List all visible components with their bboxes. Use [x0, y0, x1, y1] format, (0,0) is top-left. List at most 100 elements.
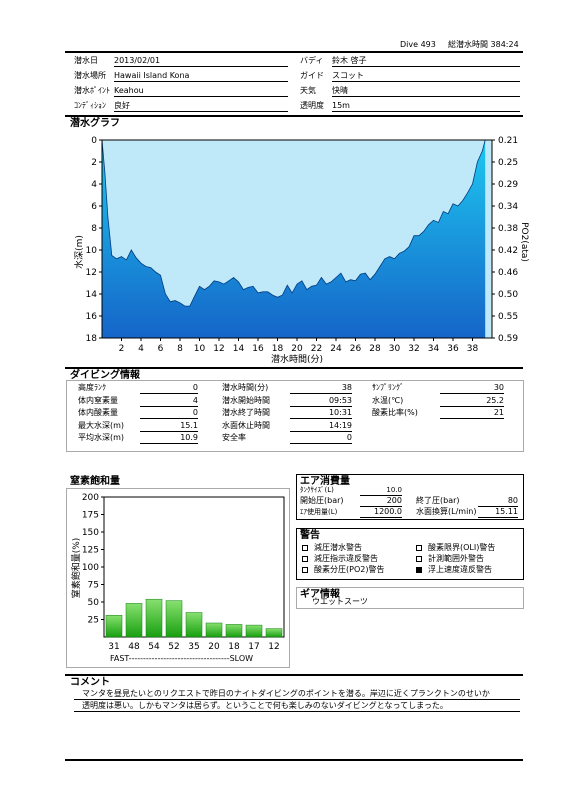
- comment-title: コメント: [70, 677, 110, 688]
- po2-tick-label: 0.25: [498, 158, 518, 168]
- time-tick-label: 30: [389, 344, 401, 354]
- weather-value: 快晴: [332, 86, 520, 97]
- diving-info-label: 体内窒素量: [78, 395, 118, 405]
- diving-info-value: 15.1: [140, 421, 198, 432]
- warning-label: 浮上速度違反警告: [428, 565, 492, 574]
- diving-info-title: ダイビング情報: [70, 370, 140, 381]
- time-tick-label: 18: [272, 344, 284, 354]
- fast-slow-scale: FAST-----------------------------------S…: [110, 654, 253, 663]
- po2-tick-label: 0.55: [498, 312, 518, 322]
- end-pressure-value: 80: [478, 496, 518, 507]
- diving-info-value: 38: [290, 383, 352, 394]
- depth-tick-label: 16: [86, 312, 98, 322]
- air-box: [296, 474, 524, 520]
- depth-tick-label: 4: [91, 180, 97, 190]
- nitrogen-chart: 25 50 75 100 125 150 175 200 31 48 54 52 35 20 18 17 12…: [70, 493, 285, 663]
- diving-info-label: 酸素比率(%): [372, 408, 418, 417]
- time-tick-label: 36: [447, 344, 459, 354]
- depth-profile-line: [101, 139, 486, 307]
- diving-info-label: 潜水時間(分): [222, 383, 269, 392]
- diving-info-value: 0: [290, 433, 352, 444]
- warning-label: 計測範囲外警告: [428, 554, 484, 563]
- place-value: Hawaii Island Kona: [114, 71, 288, 82]
- diving-info-label: 平均水深(m): [78, 433, 125, 442]
- nitrogen-tick-label: 50: [88, 598, 100, 608]
- time-tick-label: 34: [428, 344, 440, 354]
- warning-checkbox: [302, 545, 308, 551]
- depth-tick-label: 6: [91, 202, 97, 212]
- nitrogen-bar: [185, 612, 203, 638]
- nitrogen-bar-label: 18: [228, 642, 240, 652]
- diving-info-value: 30: [440, 383, 504, 394]
- nitrogen-box: [66, 488, 290, 668]
- nitrogen-bar-label: 17: [248, 642, 259, 652]
- warning-checkbox: [416, 567, 422, 573]
- diving-info-value: 10.9: [140, 433, 198, 444]
- footer-divider: [65, 759, 523, 761]
- nitrogen-bar: [165, 600, 183, 638]
- depth-axis-label: 水深(m): [73, 235, 85, 269]
- po2-tick-label: 0.29: [498, 180, 518, 190]
- nitrogen-bar: [245, 624, 263, 638]
- air-used-label: ｴｱ使用量(L): [300, 508, 338, 516]
- visibility-label: 透明度: [300, 101, 324, 110]
- po2-axis-label: PO2(ata): [519, 222, 529, 262]
- nitrogen-bar: [125, 603, 143, 638]
- time-tick-label: 32: [408, 344, 419, 354]
- time-axis-label: 潜水時間(分): [271, 353, 323, 365]
- diving-info-value: 14:19: [290, 421, 352, 432]
- diving-info-value: 0: [140, 408, 198, 419]
- air-title: エア消費量: [300, 476, 350, 487]
- nitrogen-tick-label: 150: [82, 528, 99, 538]
- nitrogen-title: 窒素飽和量: [70, 476, 120, 487]
- time-tick-label: 24: [330, 344, 342, 354]
- warning-label: 減圧指示違反警告: [314, 554, 378, 563]
- time-tick-label: 4: [138, 344, 144, 354]
- nitrogen-bar-label: 52: [168, 642, 179, 652]
- depth-tick-label: 2: [91, 158, 97, 168]
- diving-info-label: 水面休止時間: [222, 420, 270, 430]
- nitrogen-tick-label: 175: [82, 511, 99, 521]
- depth-tick-label: 14: [86, 290, 98, 300]
- date-value: 2013/02/01: [114, 56, 288, 67]
- guide-value: スコット: [332, 71, 520, 82]
- warning-label: 酸素分圧(PO2)警告: [314, 565, 385, 574]
- guide-label: ガイド: [300, 71, 324, 80]
- diving-info-label: 高度ﾗﾝｸ: [78, 383, 106, 392]
- nitrogen-tick-label: 100: [82, 563, 99, 573]
- time-tick-label: 20: [291, 344, 303, 354]
- time-tick-label: 8: [177, 344, 183, 354]
- depth-tick-label: 8: [91, 224, 97, 234]
- warning-checkbox: [302, 556, 308, 562]
- nitrogen-bar-label: 31: [108, 642, 119, 652]
- diving-info-label: 潜水終了時間: [222, 408, 270, 417]
- diving-info-value: 4: [140, 396, 198, 407]
- time-tick-label: 6: [158, 344, 164, 354]
- nitrogen-bar: [225, 624, 243, 638]
- surface-rate-label: 水面換算(L/min): [416, 507, 477, 516]
- comment-rule-2: [74, 711, 520, 712]
- nitrogen-tick-label: 200: [82, 493, 99, 503]
- diving-info-label: 最大水深(m): [78, 420, 125, 430]
- gear-text: ウエットスーツ: [312, 597, 368, 606]
- diving-info-value: 09:53: [290, 396, 352, 407]
- buddy-label: バディ: [300, 56, 324, 65]
- diving-info-label: 体内酸素量: [78, 408, 118, 417]
- comment-line-1: マンタを昼見たいとのリクエストで昨日のナイトダイビングのポイントを潜る。岸辺に近…: [82, 689, 490, 698]
- warning-checkbox: [416, 545, 422, 551]
- nitrogen-bar-label: 12: [268, 642, 279, 652]
- time-tick-label: 26: [350, 344, 362, 354]
- nitrogen-bar: [205, 622, 223, 638]
- start-pressure-label: 開始圧(bar): [300, 496, 344, 505]
- time-tick-label: 12: [213, 344, 224, 354]
- diving-info-box: [66, 380, 524, 452]
- diving-info-label: 安全率: [222, 433, 246, 442]
- warning-checkbox: [416, 556, 422, 562]
- dive-number: Dive 493: [400, 40, 436, 49]
- comment-line-2: 透明度は悪い。しかもマンタは居らず。ということで何も楽しみのないダイビングとなっ…: [82, 701, 448, 710]
- time-tick-label: 14: [233, 344, 245, 354]
- graph-divider: [65, 367, 523, 369]
- time-tick-label: 2: [119, 344, 125, 354]
- nitrogen-tick-label: 125: [82, 546, 99, 556]
